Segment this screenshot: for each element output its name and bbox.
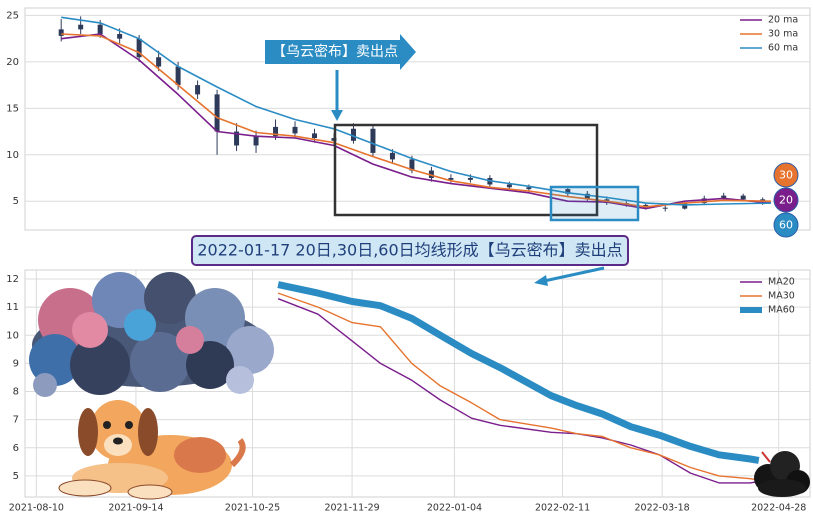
candle-body	[97, 24, 103, 35]
x-tick-label: 2021-08-10	[9, 503, 64, 514]
candle-body	[740, 195, 746, 200]
candle-body	[214, 94, 220, 132]
candle-body	[584, 193, 590, 200]
plot-area	[24, 7, 811, 231]
candle-body	[428, 170, 434, 178]
candle-body	[701, 198, 707, 204]
cloud-illustration	[29, 272, 274, 397]
candle-body	[136, 38, 142, 58]
y-tick-label: 5	[13, 471, 19, 482]
pointer-head	[331, 110, 343, 121]
callout-text: 【乌云密布】卖出点	[272, 43, 398, 60]
x-tick-label: 2022-02-11	[535, 503, 590, 514]
x-tick-label: 2021-11-29	[324, 503, 379, 514]
end-label-badge	[773, 212, 799, 238]
candle-body	[58, 29, 64, 36]
candle-body	[662, 207, 668, 209]
callout-arrow	[265, 34, 416, 70]
y-tick-label: 20	[6, 57, 19, 68]
y-tick-label: 10	[6, 330, 19, 341]
legend-label: MA60	[768, 305, 795, 316]
y-tick-label: 5	[13, 196, 19, 207]
ma-line	[277, 281, 760, 464]
candle-body	[682, 203, 688, 209]
legend-label: MA30	[768, 291, 795, 302]
candle-body	[389, 152, 395, 160]
y-tick-label: 10	[6, 150, 19, 161]
candle-body	[253, 136, 259, 146]
candle-body	[234, 131, 240, 146]
candle-body	[195, 85, 201, 95]
candle-body	[526, 187, 532, 190]
banner-box	[191, 235, 629, 266]
end-label-badge	[773, 162, 799, 188]
y-tick-label: 12	[6, 274, 19, 285]
legend-label: 60 ma	[768, 43, 798, 54]
candle-body	[156, 57, 162, 67]
y-tick-label: 25	[6, 10, 19, 21]
candle-body	[721, 195, 727, 199]
candle-body	[117, 34, 123, 39]
candle-body	[448, 177, 454, 180]
banner-text: 2022-01-17 20日,30日,60日均线形成【乌云密布】卖出点	[197, 241, 622, 260]
candle-body	[506, 184, 512, 188]
annotations: 【乌云密布】卖出点 2022-01-17 20日,30日,60日均线形成【乌云密…	[29, 34, 810, 500]
dog-illustration	[58, 400, 246, 500]
ma-line	[277, 298, 759, 484]
candle-body	[467, 177, 473, 180]
end-label: 60	[779, 219, 793, 232]
signal-box	[549, 185, 640, 222]
candle-body	[370, 128, 376, 153]
y-tick-label: 8	[13, 387, 19, 398]
highlight-box	[333, 123, 599, 217]
end-label-badge	[773, 187, 799, 213]
small-cloud	[754, 451, 810, 497]
banner-pointer	[543, 266, 605, 283]
banner-pointer-head	[534, 275, 548, 286]
candle-body	[565, 189, 571, 194]
candle-body	[273, 126, 279, 137]
ma-line	[277, 292, 759, 481]
candle-body	[409, 159, 415, 171]
x-tick-label: 2021-10-25	[225, 503, 280, 514]
legend-label: 30 ma	[768, 29, 798, 40]
candle-body	[175, 66, 181, 86]
y-tick-label: 15	[6, 103, 19, 114]
candle-body	[312, 133, 318, 139]
ma-line	[61, 16, 772, 206]
legend-label: MA20	[768, 277, 795, 288]
y-tick-label: 9	[13, 358, 19, 369]
y-tick-label: 11	[6, 302, 19, 313]
candle-body	[292, 126, 298, 134]
y-tick-label: 7	[13, 415, 19, 426]
end-label: 30	[779, 169, 793, 182]
x-tick-label: 2022-04-28	[751, 503, 806, 514]
candle-body	[350, 128, 356, 141]
ma-line	[61, 33, 772, 208]
x-tick-label: 2022-01-04	[427, 503, 482, 514]
legend-label: 20 ma	[768, 15, 798, 26]
end-label: 20	[779, 194, 793, 207]
y-tick-label: 6	[13, 443, 19, 454]
ma-line	[61, 33, 772, 210]
x-tick-label: 2022-03-18	[634, 503, 689, 514]
candle-body	[78, 24, 84, 30]
x-tick-label: 2021-09-14	[108, 503, 163, 514]
